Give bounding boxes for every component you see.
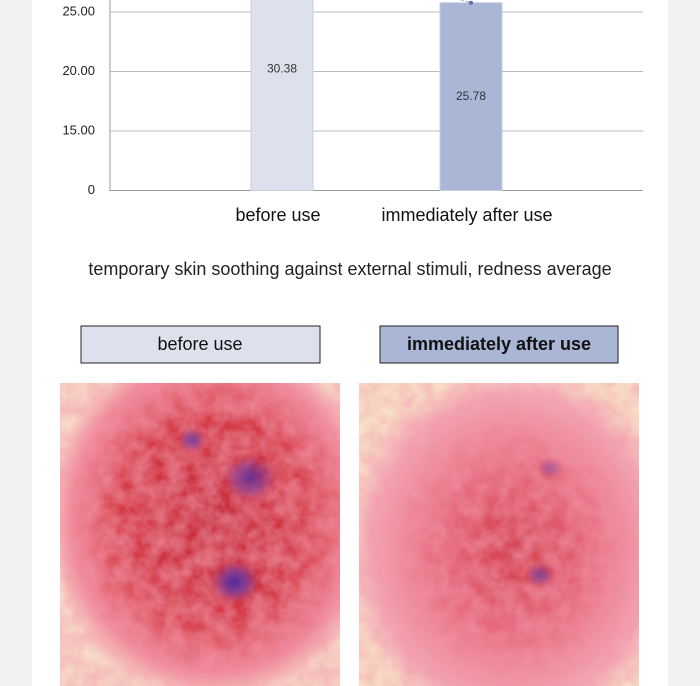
value-label: 25.78 bbox=[456, 89, 486, 103]
y-tick-label: 25.00 bbox=[62, 3, 95, 18]
chart: 0 15.00 20.00 25.00 30.38 before use 25.78 imme… bbox=[62, 0, 643, 225]
x-tick-label: before use bbox=[235, 205, 320, 225]
skin-image-after bbox=[359, 383, 639, 686]
value-label: 30.38 bbox=[267, 61, 297, 75]
panel-label-box bbox=[80, 325, 321, 364]
skin-image-before bbox=[60, 383, 340, 686]
bar bbox=[250, 0, 314, 192]
panel-label: before use bbox=[157, 334, 242, 354]
y-tick-label: 0 bbox=[88, 182, 95, 197]
trend-dot bbox=[469, 0, 473, 5]
y-tick-label: 15.00 bbox=[62, 122, 95, 137]
panel-label: immediately after use bbox=[407, 334, 591, 354]
x-tick-label: immediately after use bbox=[381, 205, 552, 225]
caption: temporary skin soothing against external… bbox=[88, 259, 611, 279]
panel-label-box bbox=[379, 325, 619, 364]
y-tick-label: 20.00 bbox=[62, 63, 95, 78]
